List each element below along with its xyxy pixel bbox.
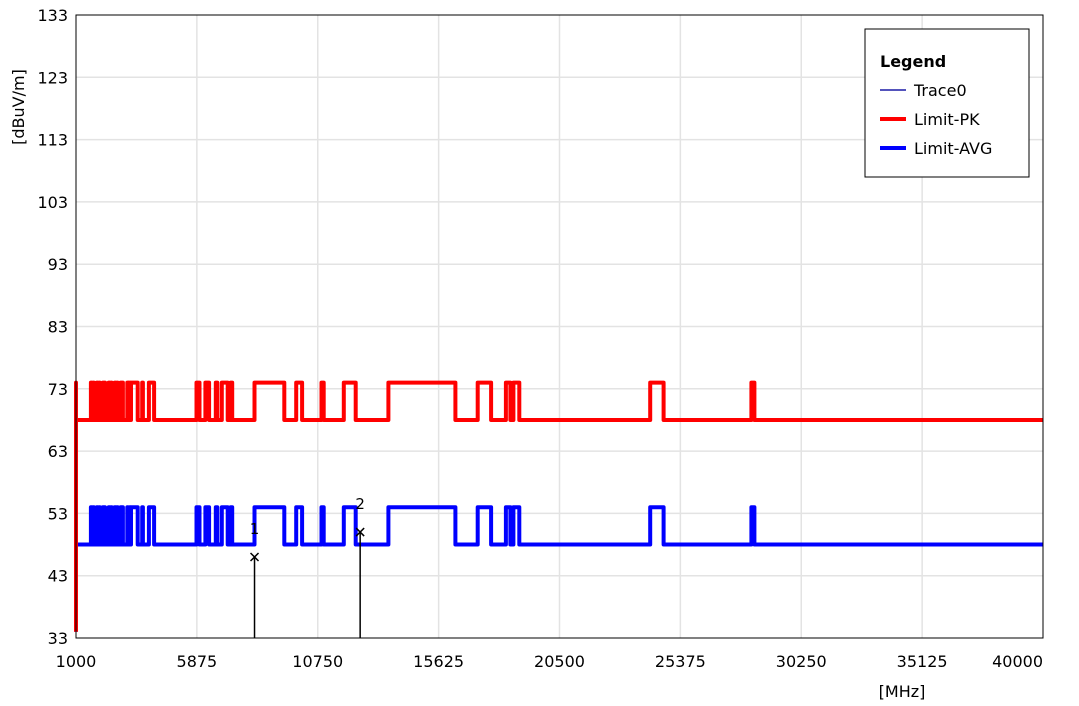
y-tick-label: 63 xyxy=(48,442,68,461)
marker-1: 1 xyxy=(249,520,260,638)
series-layer xyxy=(74,380,1043,632)
legend-label-limit-pk: Limit-PK xyxy=(914,110,980,129)
legend-title: Legend xyxy=(880,52,946,71)
y-tick-label: 53 xyxy=(48,504,68,523)
x-axis-title: [MHz] xyxy=(879,682,926,701)
x-tick-label: 25375 xyxy=(655,652,706,671)
y-tick-label: 83 xyxy=(48,318,68,337)
plot-frame xyxy=(75,14,1044,639)
y-tick-label: 123 xyxy=(37,68,68,87)
legend: Legend Trace0 Limit-PK Limit-AVG xyxy=(864,28,1030,178)
x-tick-label: 20500 xyxy=(534,652,585,671)
marker-2: 2 xyxy=(355,495,365,638)
x-tick-label: 35125 xyxy=(897,652,948,671)
series-limit-avg xyxy=(74,505,1043,632)
marker-cross xyxy=(355,527,365,537)
x-axis-ticks: 1000 5875 10750 15625 20500 25375 30250 35125 40… xyxy=(56,652,1043,671)
y-axis-title: [dBuV/m] xyxy=(9,69,28,145)
grid xyxy=(76,15,1043,638)
y-tick-label: 113 xyxy=(37,131,68,150)
legend-label-limit-avg: Limit-AVG xyxy=(914,139,992,158)
y-tick-label: 133 xyxy=(37,6,68,25)
x-tick-label: 5875 xyxy=(177,652,218,671)
y-tick-label: 103 xyxy=(37,193,68,212)
markers-layer: 12 xyxy=(250,495,365,638)
legend-label-trace0: Trace0 xyxy=(913,81,967,100)
x-tick-label: 30250 xyxy=(776,652,827,671)
x-tick-label: 10750 xyxy=(292,652,343,671)
marker-label: 2 xyxy=(355,495,365,513)
legend-box xyxy=(864,28,1030,178)
y-tick-label: 33 xyxy=(48,629,68,648)
y-axis-ticks: 33 43 53 63 73 83 93 103 113 123 133 xyxy=(37,6,68,648)
y-tick-label: 43 xyxy=(48,567,68,586)
series-limit-pk xyxy=(74,380,1043,632)
y-tick-label: 93 xyxy=(48,255,68,274)
x-tick-label: 40000 xyxy=(992,652,1043,671)
marker-label: 1 xyxy=(250,520,260,538)
marker-cross xyxy=(249,552,260,562)
y-tick-label: 73 xyxy=(48,380,68,399)
x-tick-label: 1000 xyxy=(56,652,97,671)
x-tick-label: 15625 xyxy=(413,652,464,671)
